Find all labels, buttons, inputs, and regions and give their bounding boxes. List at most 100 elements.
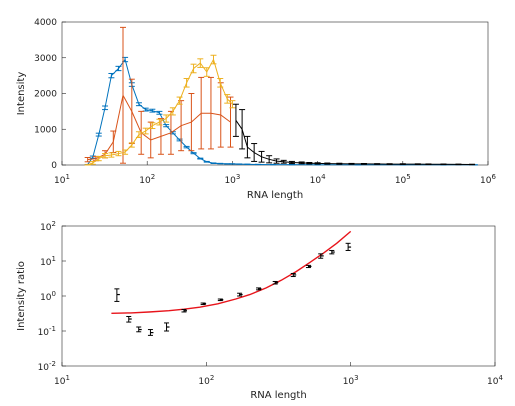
fit-curve [111,230,352,314]
series-3 [232,103,476,166]
x-tick-label: 103 [224,173,240,186]
x-tick-label: 103 [343,374,359,387]
error-bar [95,132,102,137]
error-bar [183,77,190,88]
x-tick-label: 101 [54,173,70,186]
error-bar [266,155,273,164]
error-bar [360,162,367,165]
y-tick-label: 10-2 [38,360,56,373]
y-tick-label: 3000 [34,54,57,64]
y-tick-label: 0 [51,161,57,171]
error-bar [227,96,234,148]
x-tick-label: 106 [480,173,496,186]
chart-ratio-x-axis-label: RNA length [250,390,306,401]
error-bar [374,163,381,165]
error-bar [273,158,280,164]
error-bar [197,58,204,68]
error-bar [149,108,156,113]
error-bar [128,142,135,148]
ratio-point [114,288,120,302]
error-bar [198,76,205,150]
ratio-point [256,287,262,291]
error-bar [425,163,432,165]
ratio-point [345,242,352,251]
error-bar [232,103,239,137]
error-bar [135,131,142,138]
x-tick-label: 104 [310,173,326,186]
series-2 [84,54,236,166]
y-tick-label: 10-1 [38,325,56,338]
error-bar [163,114,170,123]
chart-ratio-y-axis-label: Intensity ratio [16,261,27,331]
chart-intensity: 101 102 103 104 105 106 0 1000 2000 3000 4000 RNA… [16,18,496,201]
ratio-point [126,315,132,323]
ratio-point [136,326,142,333]
error-bar [336,162,343,165]
error-bar [217,82,224,148]
error-bar [102,153,109,159]
error-bar [156,118,163,126]
error-bar [190,63,197,74]
error-bar [251,143,258,162]
ratio-point [290,272,297,278]
chart-intensity-x-axis-label: RNA length [247,190,303,201]
error-bar [258,150,265,163]
error-bar [156,110,163,115]
chart-ratio-x-ticks: 101 102 103 104 [54,362,503,387]
error-bar [244,135,251,159]
ratio-point [272,280,279,285]
error-bar [348,162,355,165]
error-bar [89,160,96,165]
error-bar [163,124,170,128]
error-bar [217,77,224,88]
chart-intensity-y-axis-label: Intensity [16,72,27,116]
error-bar [210,54,217,65]
error-bar [203,160,210,163]
error-bar [203,67,210,77]
error-bar [135,102,142,107]
error-bar [229,100,236,109]
error-bar [207,76,214,150]
chart-intensity-ratio: 101 102 103 104 10-2 10-1 100 101 102 RNA lengt… [16,220,503,401]
y-tick-label: 4000 [34,18,57,28]
error-bar [190,152,197,155]
error-bar [142,127,149,135]
x-tick-label: 105 [395,173,411,186]
error-bar [239,109,246,150]
y-tick-label: 2000 [34,90,57,100]
ratio-point [318,253,324,259]
error-bar [314,162,321,165]
y-tick-label: 102 [40,220,56,233]
error-bar [288,160,295,165]
chart-ratio-y-ticks: 10-2 10-1 100 101 102 [38,220,66,373]
error-bar [414,163,421,165]
chart-ratio-points [111,230,352,336]
error-bar [280,159,287,164]
x-tick-label: 102 [139,173,155,186]
chart-intensity-y-ticks: 0 1000 2000 3000 4000 [34,18,66,171]
ratio-point [181,309,187,313]
error-bar [306,161,313,165]
x-tick-label: 104 [487,374,503,387]
error-bar [169,107,176,116]
chart-intensity-series [84,26,478,166]
error-bar [120,26,127,164]
error-bar [115,65,122,72]
error-bar [102,105,109,111]
ratio-point [217,298,224,302]
error-bar [440,163,447,166]
x-tick-label: 101 [54,374,70,387]
ratio-point [200,302,207,306]
error-bar [386,163,393,165]
error-bar [224,94,231,104]
ratio-point [237,292,243,297]
error-bar [188,93,195,152]
ratio-point [147,329,154,336]
error-bar [399,163,406,165]
error-bar [455,163,462,166]
error-bar [108,72,115,79]
error-bar [95,155,102,162]
error-bar [122,149,129,155]
